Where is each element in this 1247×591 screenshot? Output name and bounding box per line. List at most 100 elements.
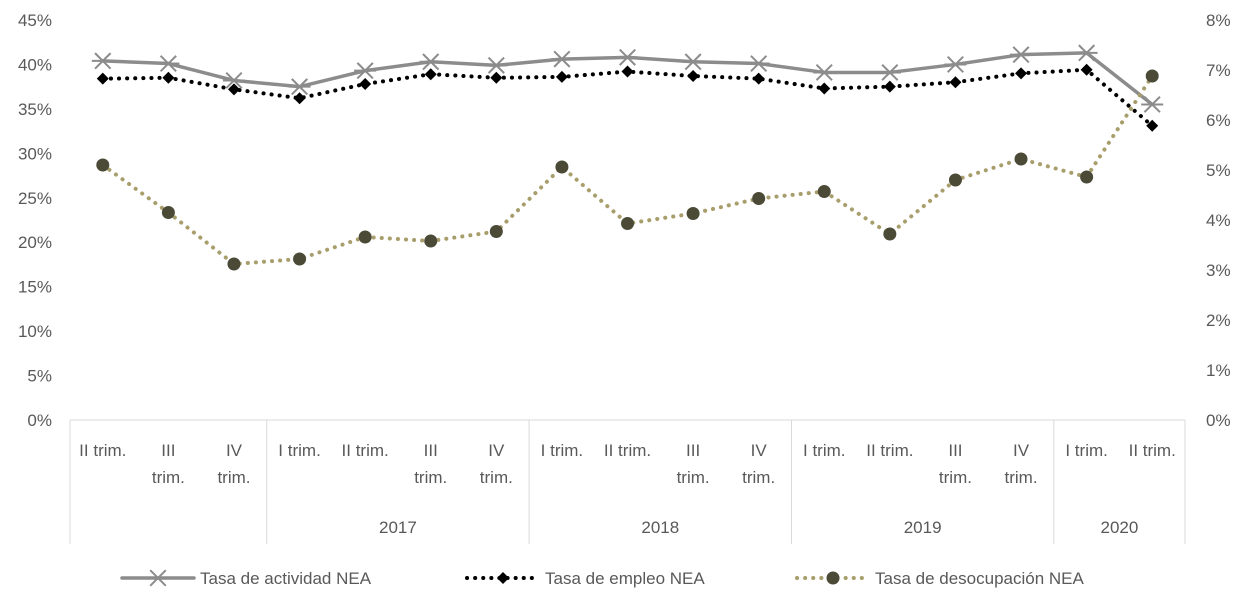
data-point [752,192,766,205]
data-point [813,63,836,81]
series-line [101,51,1154,107]
data-point [555,70,568,83]
data-point [161,206,175,219]
series-tasa-de-desocupaci-n-nea [96,69,1159,271]
x-tick-label: IV [751,441,768,460]
legend-label: Tasa de empleo NEA [545,569,705,588]
x-tick-label: trim. [939,468,972,487]
x-tick-label: I trim. [541,441,584,460]
y-axis-right: 0% 1% 2% 3% 4% 5% 6% 7% 8% [1206,11,1231,430]
legend: Tasa de actividad NEA Tasa de empleo NEA T… [120,569,1085,588]
data-point [227,83,240,96]
data-point-stroke [94,52,112,70]
data-point [359,78,372,90]
data-point-stroke [1012,46,1030,64]
data-point [616,48,639,66]
y-right-tick-label: 0% [1206,411,1231,430]
x-tick-label: IV [226,441,243,460]
data-point [96,158,110,172]
data-point-stroke [225,71,243,89]
x-tick-label: II trim. [342,441,389,460]
data-point [162,71,175,84]
y-left-tick-label: 25% [18,189,52,208]
y-right-tick-label: 4% [1206,211,1231,230]
y-right-tick-label: 2% [1206,311,1231,330]
data-point [1080,63,1093,76]
y-left-tick-label: 5% [27,367,52,386]
y-left-tick-label: 30% [18,144,52,163]
x-tick-label: trim. [480,468,513,487]
data-point [1146,119,1159,132]
data-point-stroke [815,63,833,81]
data-point [1010,46,1033,64]
series-line [100,74,1155,266]
y-right-tick-label: 1% [1206,361,1231,380]
data-point [293,252,307,266]
series-line [100,67,1155,128]
y-right-tick-label: 3% [1206,261,1231,280]
data-point [1145,69,1159,83]
series-layer [91,44,1164,271]
data-point [621,65,634,78]
y-axis-left: 0% 5% 10% 15% 20% 25% 30% 35% 40% 45% [18,11,52,430]
x-tick-label: I trim. [278,441,321,460]
data-point [1080,170,1094,184]
data-point-stroke [356,62,374,80]
y-right-tick-label: 5% [1206,161,1231,180]
x-tick-label: III [424,441,438,460]
data-point [878,63,901,81]
data-point [682,53,705,71]
data-point [419,53,442,71]
series-tasa-de-empleo-nea [96,63,1159,132]
data-point-stroke [750,55,768,73]
x-tick-label: II trim. [866,441,913,460]
data-point [948,173,962,187]
year-label: 2017 [379,518,417,537]
data-point-stroke [881,63,899,81]
series-tasa-de-actividad-nea [91,44,1164,113]
data-point [288,78,311,96]
x-tick-label: trim. [677,468,710,487]
legend-label: Tasa de desocupación NEA [875,569,1085,588]
data-point-stroke [1078,44,1096,62]
data-point [222,71,245,89]
x-tick-label: IV [1013,441,1030,460]
data-point [1014,152,1028,166]
data-point-stroke [1143,95,1161,113]
data-point [157,55,180,73]
data-point-stroke [553,50,571,68]
data-point [489,225,503,238]
x-tick-label: III [948,441,962,460]
data-point [227,257,241,271]
x-tick-label: trim. [152,468,185,487]
data-point [621,217,634,230]
x-tick-label: II trim. [1129,441,1176,460]
data-point [818,82,831,95]
x-tick-label: IV [488,441,505,460]
x-axis: 2017 2018 2019 2020 II trim. III trim. IV trim. I… [69,419,1186,544]
x-tick-label: II trim. [604,441,651,460]
data-point-stroke [291,78,309,96]
data-point [555,160,569,174]
data-point [747,55,770,73]
data-point [490,71,503,84]
data-point-stroke [149,569,167,587]
data-point [424,68,437,81]
x-tick-label: II trim. [79,441,126,460]
y-left-tick-label: 40% [18,55,52,74]
y-left-tick-label: 20% [18,233,52,252]
data-point [91,52,114,70]
data-point [687,70,700,82]
data-point-stroke [159,55,177,73]
data-point [949,76,962,89]
x-tick-label: trim. [217,468,250,487]
data-point-stroke [946,55,964,73]
data-point-stroke [619,48,636,66]
y-right-tick-label: 7% [1206,61,1231,80]
x-tick-label: trim. [1005,468,1038,487]
x-tick-label: trim. [414,468,447,487]
year-label: 2020 [1100,518,1138,537]
legend-item: Tasa de desocupación NEA [795,569,1085,588]
data-point [354,62,377,80]
